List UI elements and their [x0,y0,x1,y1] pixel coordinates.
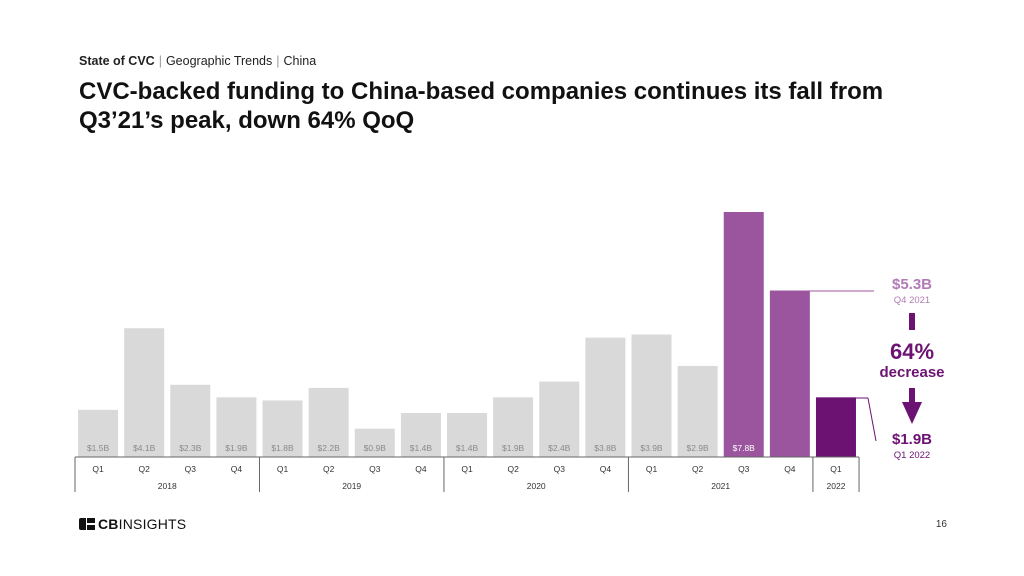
quarter-tick-0: Q1 [92,464,104,474]
breadcrumb-topic: Geographic Trends [165,54,273,68]
quarter-tick-11: Q4 [600,464,612,474]
year-label-2018: 2018 [158,481,177,491]
x-axis: Q1 Q2 Q3 Q4 Q1 Q2 Q3 Q4 Q1 Q2 Q3 Q4 Q1 Q2 Q3 Q4 Q1 2018 20… [74,456,860,492]
value-label-10: $2.4B [548,443,571,453]
year-label-2019: 2019 [342,481,361,491]
breadcrumb-region: China [283,54,317,68]
quarter-tick-15: Q4 [784,464,796,474]
quarter-tick-13: Q2 [692,464,704,474]
callout-bottom-period: Q1 2022 [894,450,930,461]
bar-1 [124,328,165,457]
callout-bottom-value: $1.9B [892,431,932,448]
value-label-6: $0.9B [364,443,387,453]
decrease-callout: $5.3B Q4 2021 64% decrease $1.9B Q1 2022 [808,276,945,461]
page-number: 16 [935,519,947,530]
bar-3 [216,397,257,457]
arrow-stub [909,313,915,330]
bar-0 [78,409,119,457]
quarter-tick-1: Q2 [139,464,151,474]
value-label-9: $1.9B [502,443,525,453]
callout-top-period: Q4 2021 [894,295,930,306]
year-label-2020: 2020 [527,481,546,491]
quarter-tick-4: Q1 [277,464,289,474]
bar-4 [262,400,303,457]
quarter-tick-2: Q3 [185,464,197,474]
bar-10 [539,381,580,457]
bars-group [78,212,856,457]
bar-15 [769,290,810,457]
quarter-tick-12: Q1 [646,464,658,474]
logo-rest: INSIGHTS [118,516,187,532]
cb-insights-logo: CBINSIGHTS [79,516,186,532]
quarter-tick-3: Q4 [231,464,243,474]
year-label-2022: 2022 [827,481,846,491]
value-label-4: $1.8B [271,443,294,453]
bar-11 [585,337,626,457]
bar-12 [631,334,672,457]
bar-5 [308,387,349,457]
bar-13 [677,365,718,457]
quarter-tick-9: Q2 [507,464,519,474]
value-label-12: $3.9B [640,443,663,453]
callout-top-value: $5.3B [892,276,932,293]
bar-16 [815,397,856,457]
value-label-13: $2.9B [687,443,710,453]
bar-8 [447,413,488,457]
bar-7 [400,413,441,457]
breadcrumb: State of CVC | Geographic Trends | China [79,54,316,68]
callout-percent: 64% [890,339,934,364]
value-label-2: $2.3B [179,443,202,453]
value-label-14: $7.8B [733,443,756,453]
quarter-tick-8: Q1 [461,464,473,474]
arrow-shaft [909,388,915,402]
quarter-tick-14: Q3 [738,464,750,474]
bar-6 [354,428,395,457]
value-label-5: $2.2B [318,443,341,453]
cb-logo-icon [79,518,95,530]
page-title: CVC-backed funding to China-based compan… [79,78,884,134]
logo-wordmark: CBINSIGHTS [98,516,186,532]
quarter-tick-7: Q4 [415,464,427,474]
quarter-tick-16: Q1 [830,464,842,474]
quarter-tick-6: Q3 [369,464,381,474]
value-label-11: $3.8B [594,443,617,453]
bottom-leader-diagonal [867,397,877,442]
quarter-tick-5: Q2 [323,464,335,474]
breadcrumb-separator: | [158,54,162,68]
breadcrumb-separator: | [276,54,280,68]
year-label-2021: 2021 [711,481,730,491]
value-label-1: $4.1B [133,443,156,453]
callout-percent-label: decrease [879,364,944,381]
value-label-8: $1.4B [456,443,479,453]
bar-2 [170,384,211,457]
arrow-down-icon [902,402,922,424]
bar-9 [493,397,534,457]
bar-14 [723,212,764,457]
value-label-7: $1.4B [410,443,433,453]
logo-bold: CB [98,516,119,532]
quarter-tick-10: Q3 [554,464,566,474]
value-label-3: $1.9B [225,443,248,453]
value-labels-group: $1.5B $4.1B $2.3B $1.9B $1.8B $2.2B $0.9B $1.4B… [87,443,755,453]
value-label-0: $1.5B [87,443,110,453]
breadcrumb-section: State of CVC [79,54,155,68]
